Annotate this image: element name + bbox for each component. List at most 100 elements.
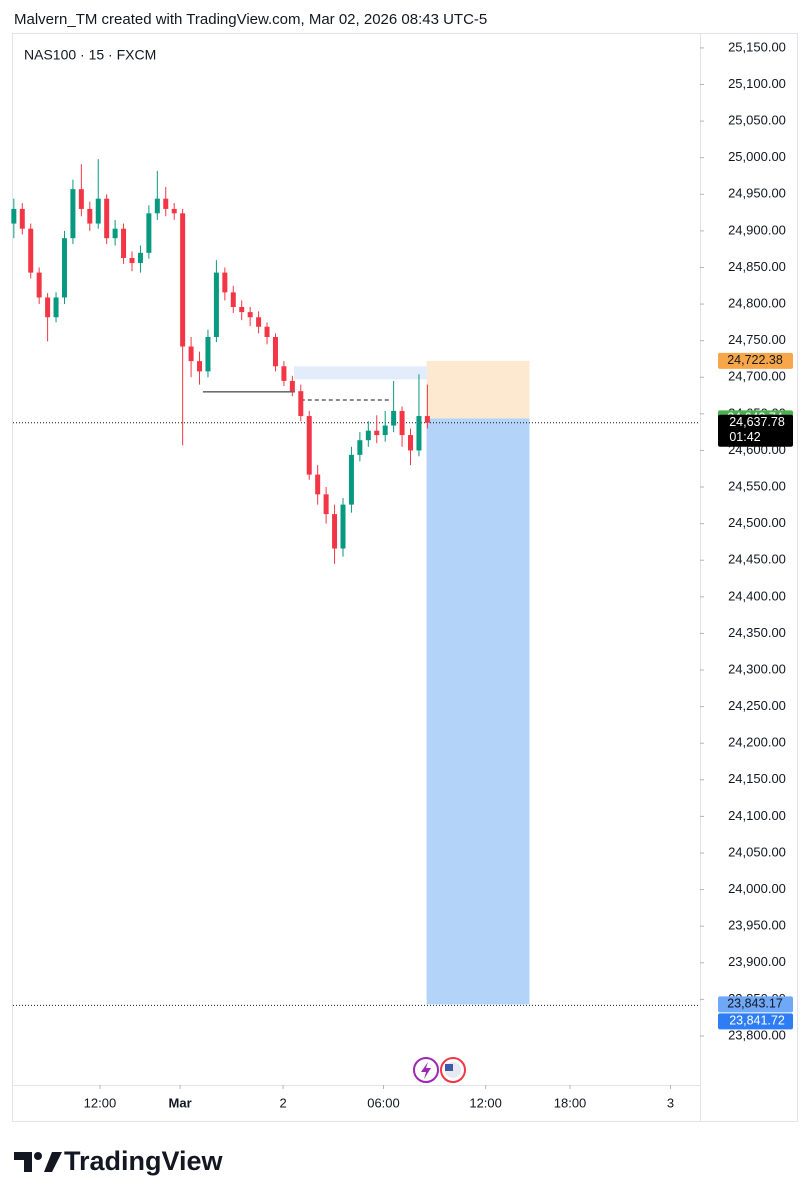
candle-body <box>36 272 42 298</box>
current-price-label: 24,637.78 <box>729 415 785 429</box>
target-zone <box>426 418 530 1005</box>
candle-body <box>213 272 219 338</box>
candle-body <box>112 228 118 239</box>
x-tick-label: 3 <box>667 1095 674 1110</box>
x-tick-label: 06:00 <box>367 1095 400 1110</box>
target-tag-label: 23,843.17 <box>727 997 783 1011</box>
candle-body <box>61 238 67 298</box>
candle-body <box>298 391 304 417</box>
candle-body <box>222 272 228 293</box>
y-tick-label: 24,150.00 <box>728 771 786 786</box>
candle-body <box>95 198 101 224</box>
candle-body <box>408 435 414 451</box>
x-tick-label: 12:00 <box>469 1095 502 1110</box>
candle-body <box>78 189 84 209</box>
y-tick-label: 24,050.00 <box>728 844 786 859</box>
candle-body <box>399 410 405 436</box>
candle-body <box>137 252 143 264</box>
candle-body <box>416 416 422 451</box>
candle-body <box>306 416 312 475</box>
candle-body <box>45 297 51 318</box>
y-tick-label: 24,200.00 <box>728 735 786 750</box>
candle-body <box>264 326 270 338</box>
chart-frame <box>12 33 798 1122</box>
candle-body <box>256 317 262 327</box>
candle-body <box>281 366 287 381</box>
candle-body <box>87 208 93 224</box>
y-tick-label: 25,000.00 <box>728 149 786 164</box>
candle-body <box>424 416 430 423</box>
logo-dot <box>34 1152 42 1160</box>
y-tick-label: 24,000.00 <box>728 881 786 896</box>
candle-body <box>323 494 329 515</box>
y-tick-label: 24,750.00 <box>728 332 786 347</box>
y-tick-label: 23,800.00 <box>728 1027 786 1042</box>
supply-zone <box>294 366 428 380</box>
logo-slash <box>44 1152 62 1172</box>
candle-body <box>28 228 34 273</box>
candle-body <box>180 213 186 347</box>
y-tick-label: 24,300.00 <box>728 661 786 676</box>
y-tick-label: 24,850.00 <box>728 259 786 274</box>
target-tag <box>718 996 793 1013</box>
bid-tag <box>718 1013 793 1030</box>
candle-body <box>205 337 211 372</box>
candle-body <box>247 312 253 318</box>
candle-body <box>197 361 203 372</box>
candle-body <box>11 208 17 224</box>
candle-body <box>230 292 236 307</box>
candle-body <box>315 474 321 495</box>
lightning-icon <box>421 1062 431 1079</box>
candle-body <box>121 228 127 258</box>
candle-body <box>289 380 295 392</box>
candle-body <box>19 208 25 229</box>
candle-body <box>272 337 278 367</box>
candle-body <box>163 198 169 209</box>
y-tick-label: 24,350.00 <box>728 625 786 640</box>
y-tick-label: 24,100.00 <box>728 808 786 823</box>
candle-body <box>365 430 371 441</box>
y-tick-label: 25,100.00 <box>728 76 786 91</box>
x-tick-label: Mar <box>169 1095 192 1110</box>
stop-zone <box>426 360 530 419</box>
plot <box>11 159 700 1006</box>
x-tick-label: 12:00 <box>84 1095 117 1110</box>
stop-tag-label: 24,722.38 <box>727 353 783 367</box>
countdown-label: 01:42 <box>729 430 760 444</box>
y-tick-label: 24,450.00 <box>728 552 786 567</box>
y-tick-label: 24,900.00 <box>728 222 786 237</box>
candle-body <box>70 189 76 239</box>
y-tick-label: 24,800.00 <box>728 296 786 311</box>
y-tick-label: 24,700.00 <box>728 369 786 384</box>
candle-body <box>154 198 160 214</box>
y-tick-label: 23,950.00 <box>728 918 786 933</box>
footer-brand: TradingView <box>64 1146 224 1176</box>
y-tick-label: 24,950.00 <box>728 186 786 201</box>
header-text: Malvern_TM created with TradingView.com,… <box>14 11 487 28</box>
y-tick-label: 25,150.00 <box>728 39 786 54</box>
candle-body <box>348 454 354 505</box>
bid-tag-label: 23,841.72 <box>729 1014 785 1028</box>
candle-body <box>129 257 135 264</box>
candle-body <box>53 297 59 318</box>
current-price-tag <box>718 414 793 447</box>
flag-canton <box>445 1064 453 1071</box>
x-tick-label: 18:00 <box>554 1095 587 1110</box>
y-tick-label: 23,900.00 <box>728 954 786 969</box>
stop-tag <box>718 352 793 369</box>
logo-mark <box>14 1152 32 1172</box>
tradingview-logo: TradingView <box>14 1146 224 1176</box>
candle-body <box>357 440 363 455</box>
candle-body <box>332 514 338 549</box>
symbol-title: NAS100 · 15 · FXCM <box>24 47 156 63</box>
candle-body <box>340 504 346 549</box>
candle-body <box>188 346 194 362</box>
y-tick-label: 24,400.00 <box>728 588 786 603</box>
y-tick-label: 24,250.00 <box>728 698 786 713</box>
candle-body <box>146 213 152 253</box>
candle-body <box>391 410 397 426</box>
y-tick-label: 25,050.00 <box>728 113 786 128</box>
x-tick-label: 2 <box>279 1095 286 1110</box>
